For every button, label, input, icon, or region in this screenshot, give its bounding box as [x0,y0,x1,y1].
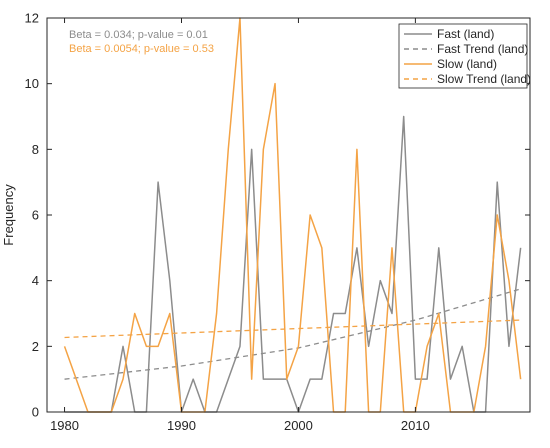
y-tick-label: 10 [25,76,39,91]
y-tick-label: 4 [32,273,39,288]
y-tick-label: 6 [32,208,39,223]
y-tick-label: 12 [25,11,39,26]
series-fast-trend-land [64,288,521,380]
x-tick-label: 2000 [284,418,313,433]
legend-label: Slow Trend (land) [437,72,531,86]
x-tick-label: 1980 [50,418,79,433]
legend-label: Slow (land) [437,57,497,71]
legend-label: Fast Trend (land) [437,42,528,56]
y-tick-label: 8 [32,142,39,157]
y-axis-label: Frequency [1,184,16,246]
annotation-text: Beta = 0.0054; p-value = 0.53 [69,43,214,55]
annotations: Beta = 0.034; p-value = 0.01 Beta = 0.005… [69,29,214,55]
y-tick-label: 0 [32,405,39,420]
axis-layer: 1980 1990 2000 2010 0 2 4 6 8 10 12 [25,11,530,433]
legend-label: Fast (land) [437,27,494,41]
series-slow-trend-land [64,319,521,339]
annotation-text: Beta = 0.034; p-value = 0.01 [69,29,208,41]
x-tick-label: 1990 [167,418,196,433]
x-tick-label: 2010 [401,418,430,433]
y-tick-label: 2 [32,339,39,354]
series-fast-land [64,115,522,413]
legend: Fast (land)Fast Trend (land)Slow (land)S… [398,23,531,89]
series-slow-land [63,17,522,413]
